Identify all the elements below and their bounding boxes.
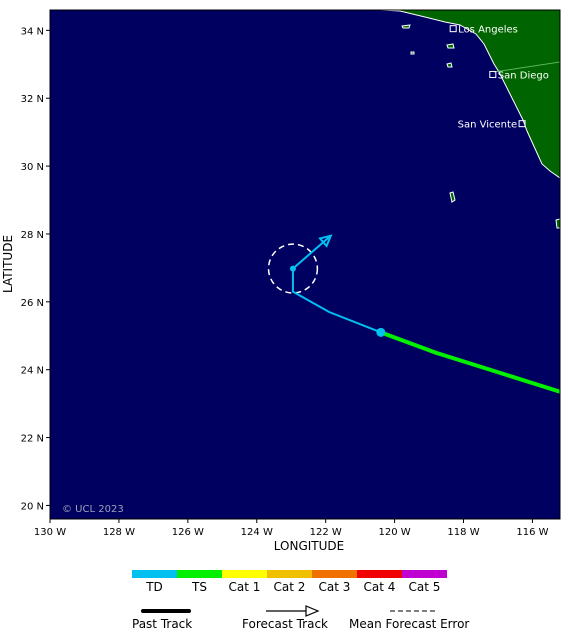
lat-tick-label: 28 N: [21, 230, 44, 241]
past-track-segment: [378, 330, 438, 355]
mean-forecast-error-circle: [267, 243, 319, 294]
island: [410, 51, 415, 55]
lon-tick-label: 116 W: [516, 527, 548, 538]
y-axis-title: LATITUDE: [1, 235, 15, 293]
lon-tick-label: 126 W: [172, 527, 204, 538]
legend-swatch: [357, 570, 402, 578]
island: [555, 218, 560, 229]
legend-swatch: [132, 570, 177, 578]
longitude-ticks: 130 W 128 W 126 W 124 W 122 W 120 W 118 W 116 W: [34, 519, 549, 538]
lat-tick-label: 26 N: [21, 298, 44, 309]
city-marker: [449, 25, 457, 33]
forecast-track-legend-label: Forecast Track: [242, 617, 328, 631]
legend-category-label: TS: [191, 580, 207, 594]
lat-tick-label: 22 N: [21, 434, 44, 445]
city-layer: Los Angeles San Diego San Vicente: [449, 25, 549, 131]
city-label: San Diego: [498, 70, 549, 81]
current-position-dot: [376, 327, 386, 337]
lon-tick-label: 118 W: [447, 527, 479, 538]
island: [446, 43, 455, 49]
forecast-track-line: [291, 234, 382, 334]
lat-tick-label: 20 N: [21, 501, 44, 512]
legend-category-label: Cat 4: [364, 580, 396, 594]
lon-tick-label: 120 W: [379, 527, 411, 538]
past-track-layer: [378, 330, 560, 394]
lat-tick-label: 30 N: [21, 162, 44, 173]
legend-swatch: [402, 570, 447, 578]
city-marker: [518, 120, 526, 128]
city-marker: [489, 70, 497, 78]
copyright-text: © UCL 2023: [62, 504, 124, 515]
legend-swatch: [312, 570, 357, 578]
lat-tick-label: 32 N: [21, 94, 44, 105]
past-track-legend-label: Past Track: [132, 617, 192, 631]
error-legend-label: Mean Forecast Error: [349, 617, 469, 631]
category-legend: TD TS Cat 1 Cat 2 Cat 3 Cat 4 Cat 5: [132, 570, 447, 594]
legend-category-label: Cat 2: [274, 580, 306, 594]
forecast-track-layer: [289, 234, 386, 337]
island: [446, 62, 453, 68]
legend-category-label: Cat 3: [319, 580, 351, 594]
city-label: San Vicente: [458, 120, 517, 131]
track-style-legend: Past Track Forecast Track Mean Forecast …: [132, 605, 469, 631]
lon-tick-label: 130 W: [34, 527, 66, 538]
past-track-segment: [433, 350, 560, 394]
lon-tick-label: 124 W: [241, 527, 273, 538]
border-line: [493, 61, 560, 73]
legend-swatch: [267, 570, 312, 578]
x-axis-title: LONGITUDE: [274, 539, 344, 553]
legend-category-label: Cat 1: [229, 580, 261, 594]
forecast-point-dot: [289, 265, 296, 272]
city-label: Los Angeles: [458, 25, 518, 36]
lat-tick-label: 34 N: [21, 26, 44, 37]
lon-tick-label: 122 W: [310, 527, 342, 538]
lat-tick-label: 24 N: [21, 366, 44, 377]
coastline-land: [379, 10, 560, 179]
lon-tick-label: 128 W: [103, 527, 135, 538]
legend-swatch: [222, 570, 267, 578]
ocean-area: [50, 10, 560, 519]
island: [401, 24, 411, 29]
plot-frame: [49, 9, 561, 520]
legend-category-label: TD: [145, 580, 163, 594]
legend-swatch: [177, 570, 222, 578]
legend-category-label: Cat 5: [409, 580, 441, 594]
forecast-track-legend-arrow: [305, 605, 320, 617]
latitude-ticks: 20 N 22 N 24 N 26 N 28 N 30 N 32 N 34 N: [21, 26, 50, 512]
island: [449, 191, 456, 203]
forecast-arrow-head: [318, 234, 333, 248]
